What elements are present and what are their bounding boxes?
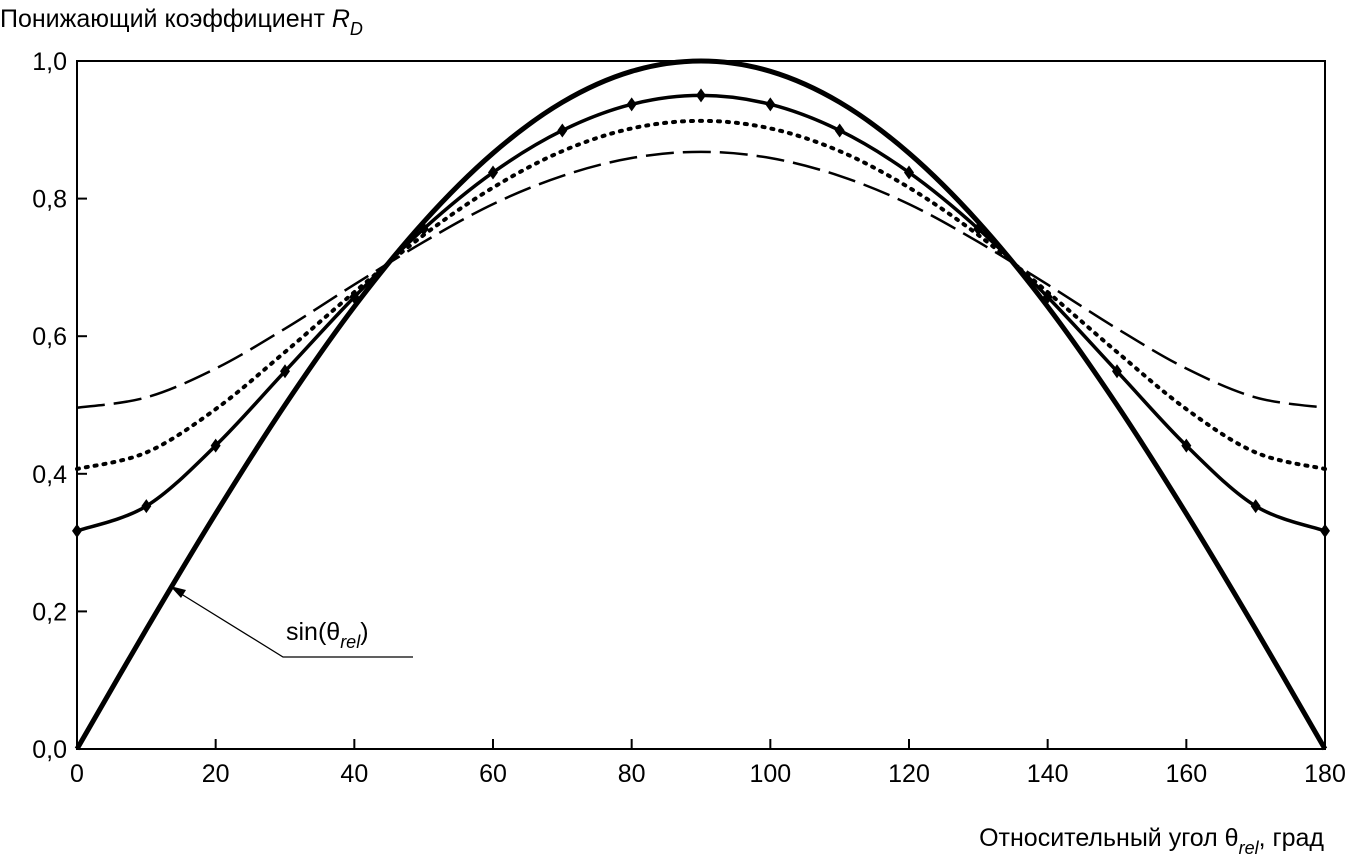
data-point-marker	[72, 523, 82, 538]
x-tick-label: 100	[749, 760, 791, 788]
x-tick-label: 60	[479, 760, 507, 788]
x-tick-label: 180	[1304, 760, 1346, 788]
data-point-marker	[626, 97, 637, 112]
x-axis-label: Относительный угол θrel, град	[979, 824, 1324, 858]
data-point-marker	[765, 97, 776, 112]
data-point-marker	[210, 438, 221, 453]
series-line	[74, 58, 1328, 751]
y-axis-label: Понижающий коэффициент RD	[0, 5, 363, 39]
annotation: sin(θrel)	[170, 586, 413, 658]
data-point-marker	[488, 165, 498, 180]
data-point-marker	[1250, 499, 1261, 514]
y-tick-label: 1,0	[32, 48, 67, 76]
x-tick-label: 0	[70, 760, 84, 788]
arrowhead-icon	[170, 586, 186, 598]
series-line	[76, 150, 1326, 409]
data-point-marker	[1112, 364, 1122, 379]
data-point-marker	[141, 499, 152, 514]
annotation-leader	[177, 591, 413, 658]
x-tick-label: 80	[618, 760, 646, 788]
y-tick-label: 0,8	[32, 186, 67, 214]
series-line	[75, 118, 1327, 471]
y-tick-label: 0,4	[32, 461, 67, 489]
y-tick-label: 0,6	[32, 323, 67, 351]
series-line	[76, 93, 1326, 533]
data-point-marker	[696, 88, 706, 103]
series-sin--rel-	[74, 58, 1328, 751]
series-dotted	[75, 118, 1327, 471]
annotation-label: sin(θrel)	[286, 618, 369, 652]
data-point-marker	[904, 165, 914, 180]
series-markers	[72, 88, 1330, 538]
x-tick-label: 40	[340, 760, 368, 788]
y-tick-label: 0,2	[32, 598, 67, 626]
data-point-marker	[1181, 438, 1192, 453]
data-point-marker	[1320, 523, 1330, 538]
data-point-marker	[973, 221, 984, 236]
x-tick-label: 120	[888, 760, 930, 788]
x-tick-label: 140	[1027, 760, 1069, 788]
x-tick-label: 20	[202, 760, 230, 788]
y-tick-label: 0,0	[32, 736, 67, 764]
data-point-marker	[557, 123, 568, 138]
x-tick-label: 160	[1165, 760, 1207, 788]
series-dashed	[76, 150, 1326, 409]
data-point-marker	[280, 364, 290, 379]
data-point-marker	[834, 123, 845, 138]
data-point-marker	[418, 221, 429, 236]
